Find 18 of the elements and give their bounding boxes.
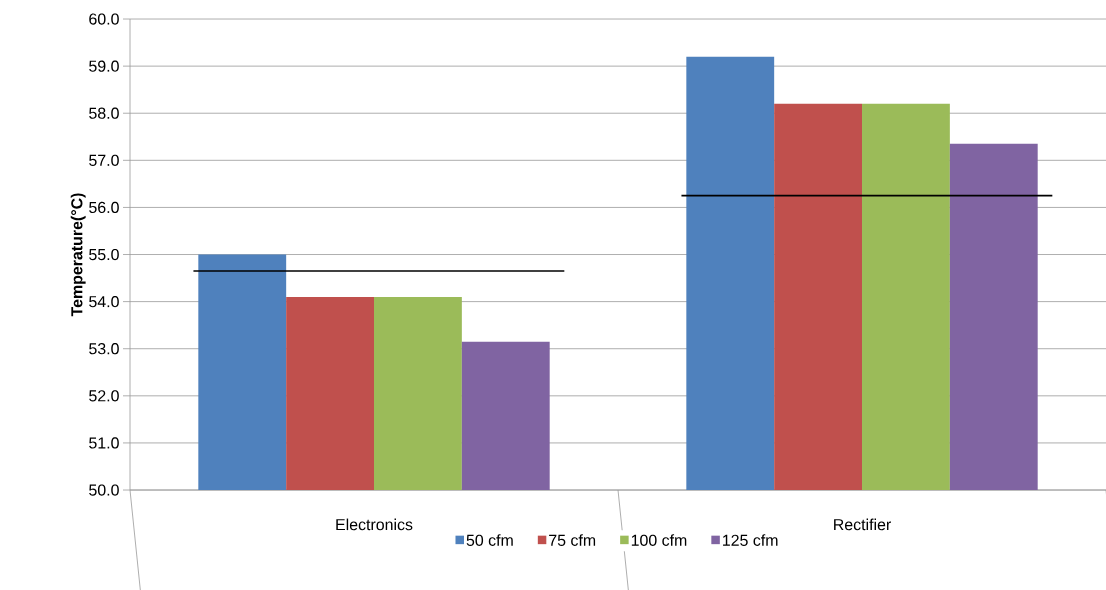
y-tick-label: 59.0	[89, 60, 119, 72]
y-tick-label: 54.0	[89, 295, 119, 308]
y-tick-label: 58.0	[89, 107, 119, 119]
y-tick-label: 51.0	[89, 437, 119, 449]
y-axis-title: Temperature(°C)	[70, 193, 86, 317]
legend-label: 50 cfm	[466, 534, 513, 546]
y-tick-label: 52.0	[89, 390, 119, 402]
x-tick-label: Rectifier	[834, 518, 891, 531]
legend-label: 75 cfm	[549, 534, 596, 546]
x-tick-label: Electronics	[336, 518, 413, 531]
y-tick-label: 60.0	[89, 13, 119, 25]
legend-label: 100 cfm	[631, 534, 687, 546]
y-tick-label: 50.0	[89, 484, 119, 496]
y-tick-label: 55.0	[89, 248, 119, 261]
y-tick-label: 53.0	[89, 343, 119, 355]
y-tick-label: 57.0	[89, 154, 119, 166]
y-tick-label: 56.0	[89, 201, 119, 214]
legend-label: 125 cfm	[723, 534, 778, 546]
